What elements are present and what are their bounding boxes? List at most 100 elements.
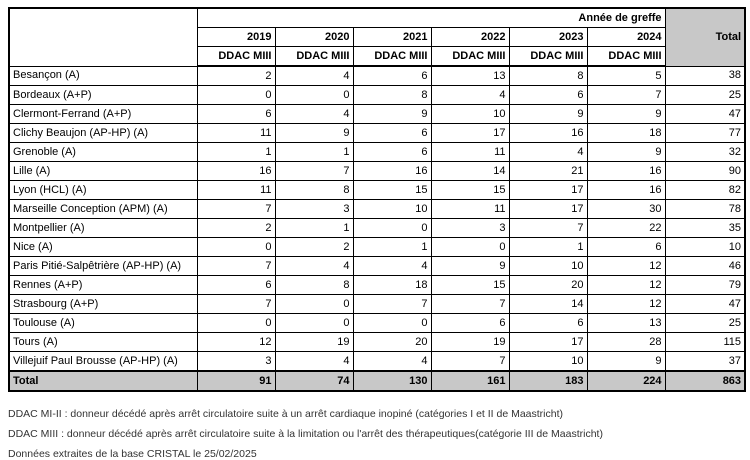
center-label: Paris Pitié-Salpêtrière (AP-HP) (A) — [8, 256, 198, 276]
table-row: Bordeaux (A+P) 0 0 8 4 6 7 25 — [8, 85, 746, 105]
table-row: Grenoble (A) 1 1 6 11 4 9 32 — [8, 142, 746, 162]
value-cell: 4 — [352, 351, 432, 372]
value-cell: 9 — [430, 256, 510, 276]
value-cell: 17 — [508, 199, 588, 219]
value-cell: 0 — [196, 237, 276, 257]
table-row: Strasbourg (A+P) 7 0 7 7 14 12 47 — [8, 294, 746, 314]
value-cell: 17 — [508, 332, 588, 352]
row-total-cell: 90 — [664, 161, 746, 181]
sub-header-ddac-miii: DDAC MIII — [430, 46, 510, 67]
value-cell: 3 — [196, 351, 276, 372]
value-cell: 15 — [430, 180, 510, 200]
value-cell: 7 — [274, 161, 354, 181]
sub-header-ddac-miii: DDAC MIII — [586, 46, 666, 67]
value-cell: 0 — [430, 237, 510, 257]
value-cell: 4 — [274, 256, 354, 276]
total-column-header: Total — [664, 7, 746, 67]
value-cell: 10 — [352, 199, 432, 219]
value-cell: 9 — [586, 104, 666, 124]
center-label: Bordeaux (A+P) — [8, 85, 198, 105]
center-label: Rennes (A+P) — [8, 275, 198, 295]
table-body: Année de greffe Total 2019 2020 2021 202… — [8, 7, 746, 392]
value-cell: 28 — [586, 332, 666, 352]
table-row: Rennes (A+P) 6 8 18 15 20 12 79 — [8, 275, 746, 295]
year-header-2023: 2023 — [508, 27, 588, 47]
table-row: Lyon (HCL) (A) 11 8 15 15 17 16 82 — [8, 180, 746, 200]
center-label: Lyon (HCL) (A) — [8, 180, 198, 200]
value-cell: 4 — [430, 85, 510, 105]
value-cell: 3 — [430, 218, 510, 238]
table-row: Villejuif Paul Brousse (AP-HP) (A) 3 4 4 7 10… — [8, 351, 746, 372]
center-label: Lille (A) — [8, 161, 198, 181]
value-cell: 4 — [508, 142, 588, 162]
value-cell: 9 — [586, 142, 666, 162]
value-cell: 19 — [274, 332, 354, 352]
grand-total-cell: 863 — [664, 370, 746, 392]
value-cell: 8 — [274, 275, 354, 295]
center-label: Grenoble (A) — [8, 142, 198, 162]
value-cell: 4 — [274, 65, 354, 86]
center-label: Marseille Conception (APM) (A) — [8, 199, 198, 219]
value-cell: 6 — [430, 313, 510, 333]
corner-cell — [8, 7, 198, 67]
value-cell: 0 — [274, 313, 354, 333]
value-cell: 7 — [508, 218, 588, 238]
sub-header-ddac-miii: DDAC MIII — [352, 46, 432, 67]
value-cell: 6 — [508, 85, 588, 105]
center-label: Nice (A) — [8, 237, 198, 257]
center-label: Clichy Beaujon (AP-HP) (A) — [8, 123, 198, 143]
value-cell: 12 — [586, 275, 666, 295]
header-row-subheaders: DDAC MIII DDAC MIII DDAC MIII DDAC MIII … — [9, 46, 745, 67]
value-cell: 15 — [352, 180, 432, 200]
footnote-ddac-mi-ii: DDAC MI-II : donneur décédé après arrêt … — [8, 408, 564, 420]
value-cell: 6 — [196, 104, 276, 124]
footnotes: DDAC MI-II : donneur décédé après arrêt … — [8, 409, 750, 460]
value-cell: 9 — [274, 123, 354, 143]
value-cell: 14 — [508, 294, 588, 314]
value-cell: 21 — [508, 161, 588, 181]
center-label: Tours (A) — [8, 332, 198, 352]
value-cell: 16 — [508, 123, 588, 143]
value-cell: 6 — [586, 237, 666, 257]
center-label: Montpellier (A) — [8, 218, 198, 238]
year-header-2022: 2022 — [430, 27, 510, 47]
table-row: Clermont-Ferrand (A+P) 6 4 9 10 9 9 47 — [8, 104, 746, 124]
value-cell: 10 — [430, 104, 510, 124]
value-cell: 7 — [430, 351, 510, 372]
total-value-2021: 130 — [352, 370, 432, 392]
row-total-cell: 77 — [664, 123, 746, 143]
value-cell: 16 — [352, 161, 432, 181]
value-cell: 14 — [430, 161, 510, 181]
value-cell: 13 — [586, 313, 666, 333]
value-cell: 2 — [196, 218, 276, 238]
sub-header-ddac-miii: DDAC MIII — [274, 46, 354, 67]
value-cell: 7 — [196, 256, 276, 276]
value-cell: 0 — [274, 85, 354, 105]
value-cell: 0 — [352, 218, 432, 238]
value-cell: 30 — [586, 199, 666, 219]
footnote-source: Données extraites de la base CRISTAL le … — [8, 448, 257, 460]
value-cell: 6 — [352, 123, 432, 143]
value-cell: 1 — [196, 142, 276, 162]
value-cell: 7 — [352, 294, 432, 314]
value-cell: 1 — [508, 237, 588, 257]
value-cell: 10 — [508, 256, 588, 276]
row-total-cell: 115 — [664, 332, 746, 352]
header-row-years: 2019 2020 2021 2022 2023 2024 — [9, 27, 745, 47]
table-row: Nice (A) 0 2 1 0 1 6 10 — [8, 237, 746, 257]
value-cell: 20 — [352, 332, 432, 352]
value-cell: 6 — [508, 313, 588, 333]
row-total-cell: 46 — [664, 256, 746, 276]
value-cell: 2 — [196, 65, 276, 86]
value-cell: 9 — [352, 104, 432, 124]
row-total-cell: 35 — [664, 218, 746, 238]
total-value-2024: 224 — [586, 370, 666, 392]
value-cell: 8 — [508, 65, 588, 86]
total-value-2020: 74 — [274, 370, 354, 392]
table-row: Toulouse (A) 0 0 0 6 6 13 25 — [8, 313, 746, 333]
total-value-2023: 183 — [508, 370, 588, 392]
row-total-cell: 10 — [664, 237, 746, 257]
value-cell: 4 — [274, 351, 354, 372]
center-label: Toulouse (A) — [8, 313, 198, 333]
year-header-2020: 2020 — [274, 27, 354, 47]
